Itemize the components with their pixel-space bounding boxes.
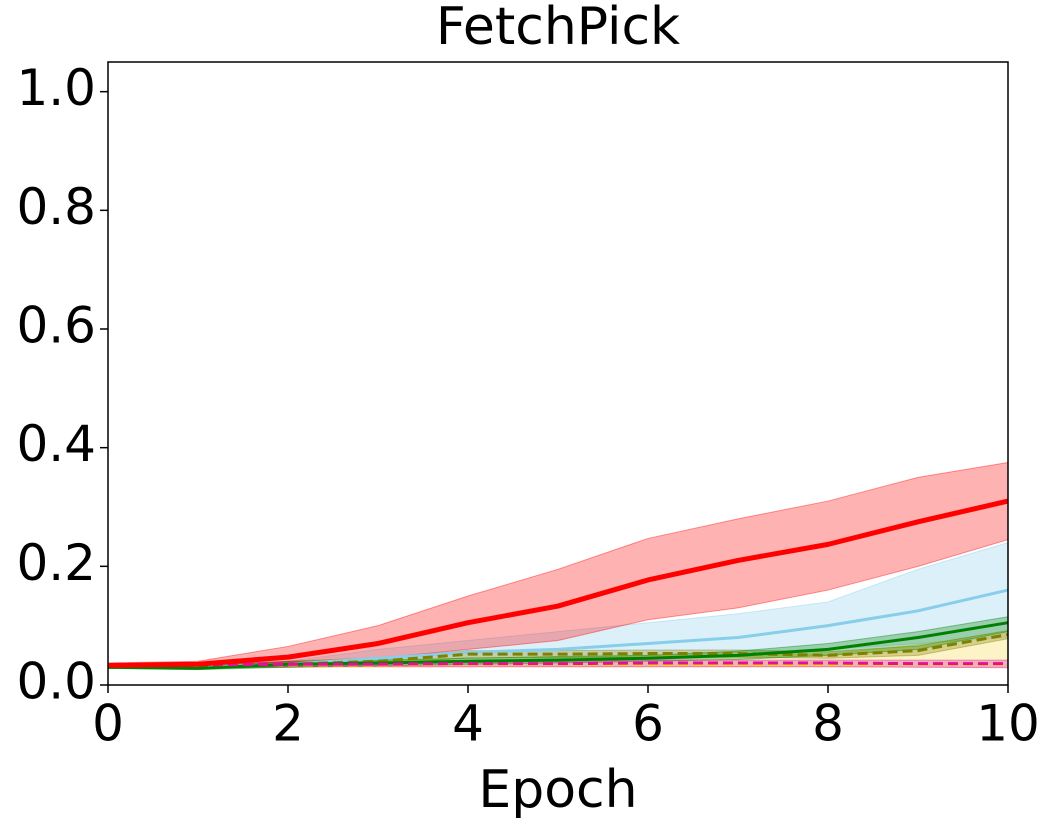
x-tick-label: 6: [632, 695, 664, 753]
y-tick-label: 0.0: [16, 653, 96, 711]
x-tick-label: 10: [976, 695, 1040, 753]
chart-title: FetchPick: [436, 0, 680, 57]
series-line: [107, 498, 1009, 668]
series-line: [107, 621, 1009, 670]
plot-frame: [107, 61, 1009, 686]
y-tick-label: 0.8: [16, 178, 96, 236]
y-tick-label: 0.2: [16, 534, 96, 592]
x-axis-label: Epoch: [478, 760, 637, 820]
y-tick-label: 0.4: [16, 415, 96, 473]
y-tick-label: 1.0: [16, 59, 96, 117]
x-tick-label: 2: [272, 695, 304, 753]
x-tick-label: 8: [812, 695, 844, 753]
series-line: [107, 661, 1008, 667]
x-tick-label: 0: [92, 695, 124, 753]
y-tick-label: 0.6: [16, 297, 96, 355]
x-tick-label: 4: [452, 695, 484, 753]
